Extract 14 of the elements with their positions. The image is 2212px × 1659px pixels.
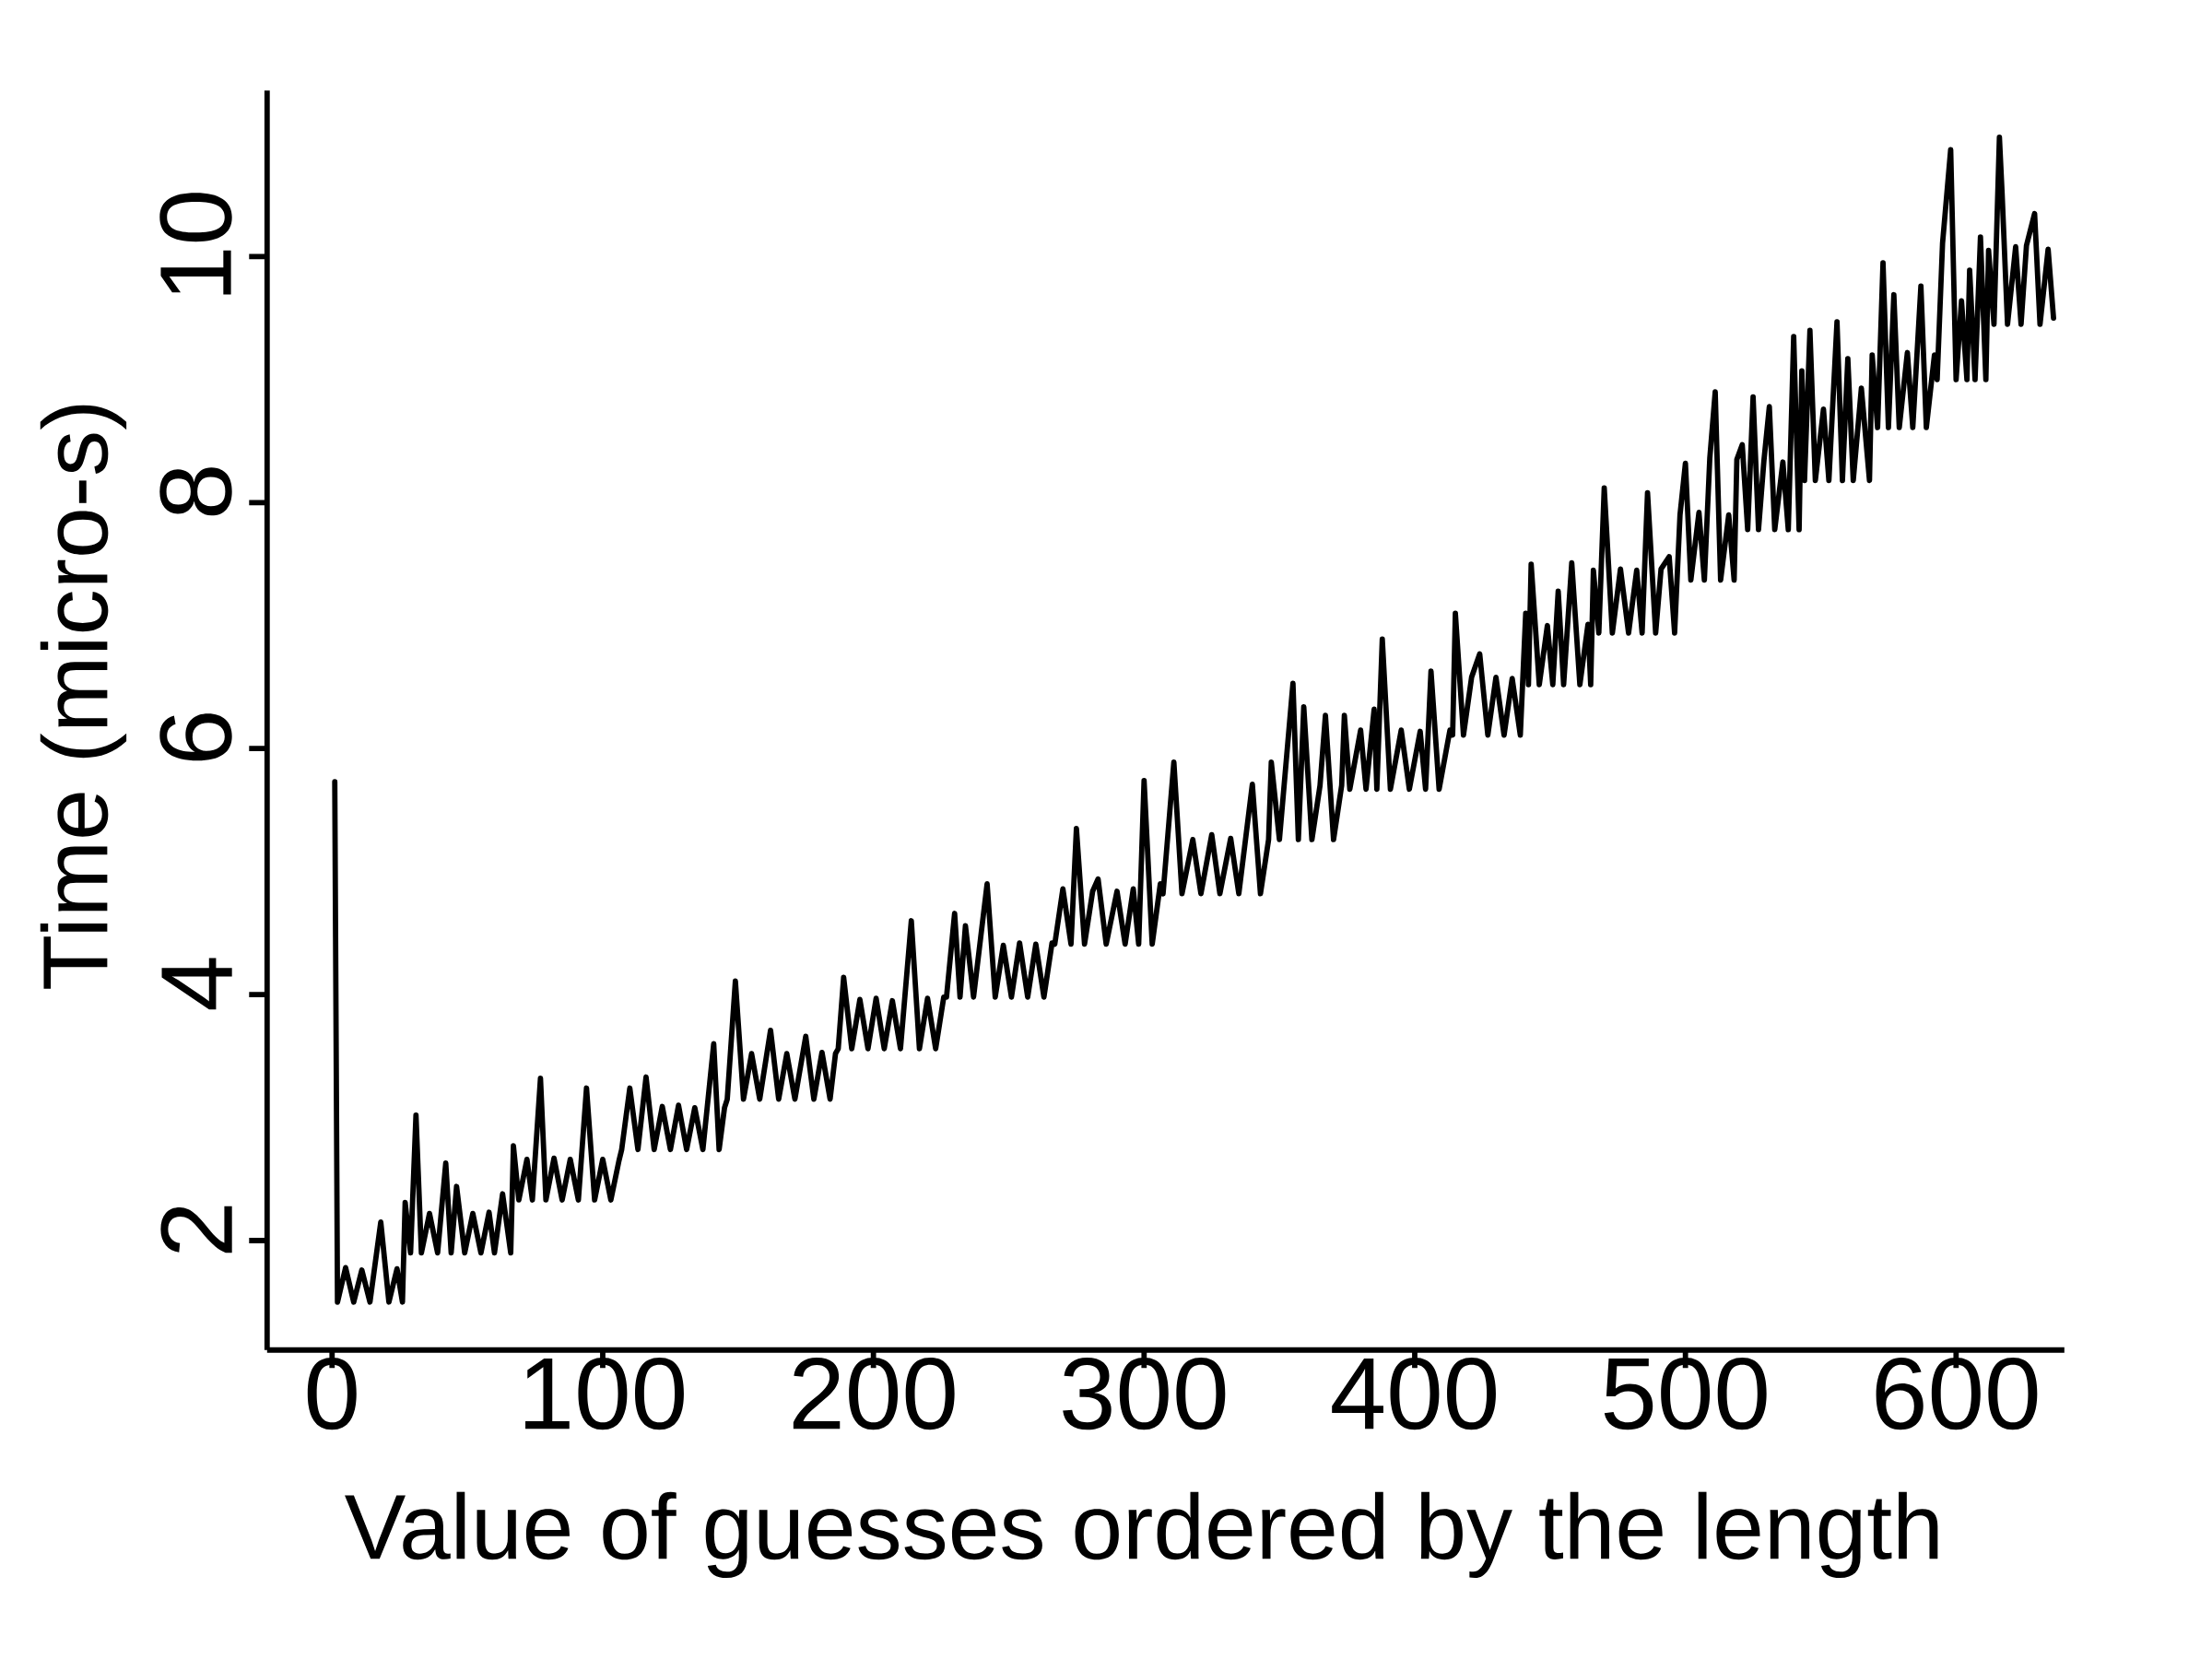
x-tick-label: 100 <box>525 1357 684 1430</box>
x-tick-label: 200 <box>793 1357 955 1430</box>
y-tick-label: 4 <box>161 958 232 1010</box>
y-tick-label: 6 <box>159 713 232 761</box>
x-tick-label: 600 <box>1876 1357 2038 1430</box>
y-tick-label: 2 <box>160 1206 232 1253</box>
x-tick-label: 500 <box>1604 1357 1767 1430</box>
x-tick-label: 400 <box>1332 1357 1496 1430</box>
x-axis-title: Value of guesses ordered by the length <box>345 1491 1938 1579</box>
y-axis-title: Time (micro-s) <box>40 405 127 989</box>
y-tick-label: 10 <box>159 193 232 295</box>
x-tick-label: 0 <box>307 1357 357 1430</box>
y-tick-label: 8 <box>159 467 232 516</box>
x-tick-label: 300 <box>1063 1357 1226 1430</box>
